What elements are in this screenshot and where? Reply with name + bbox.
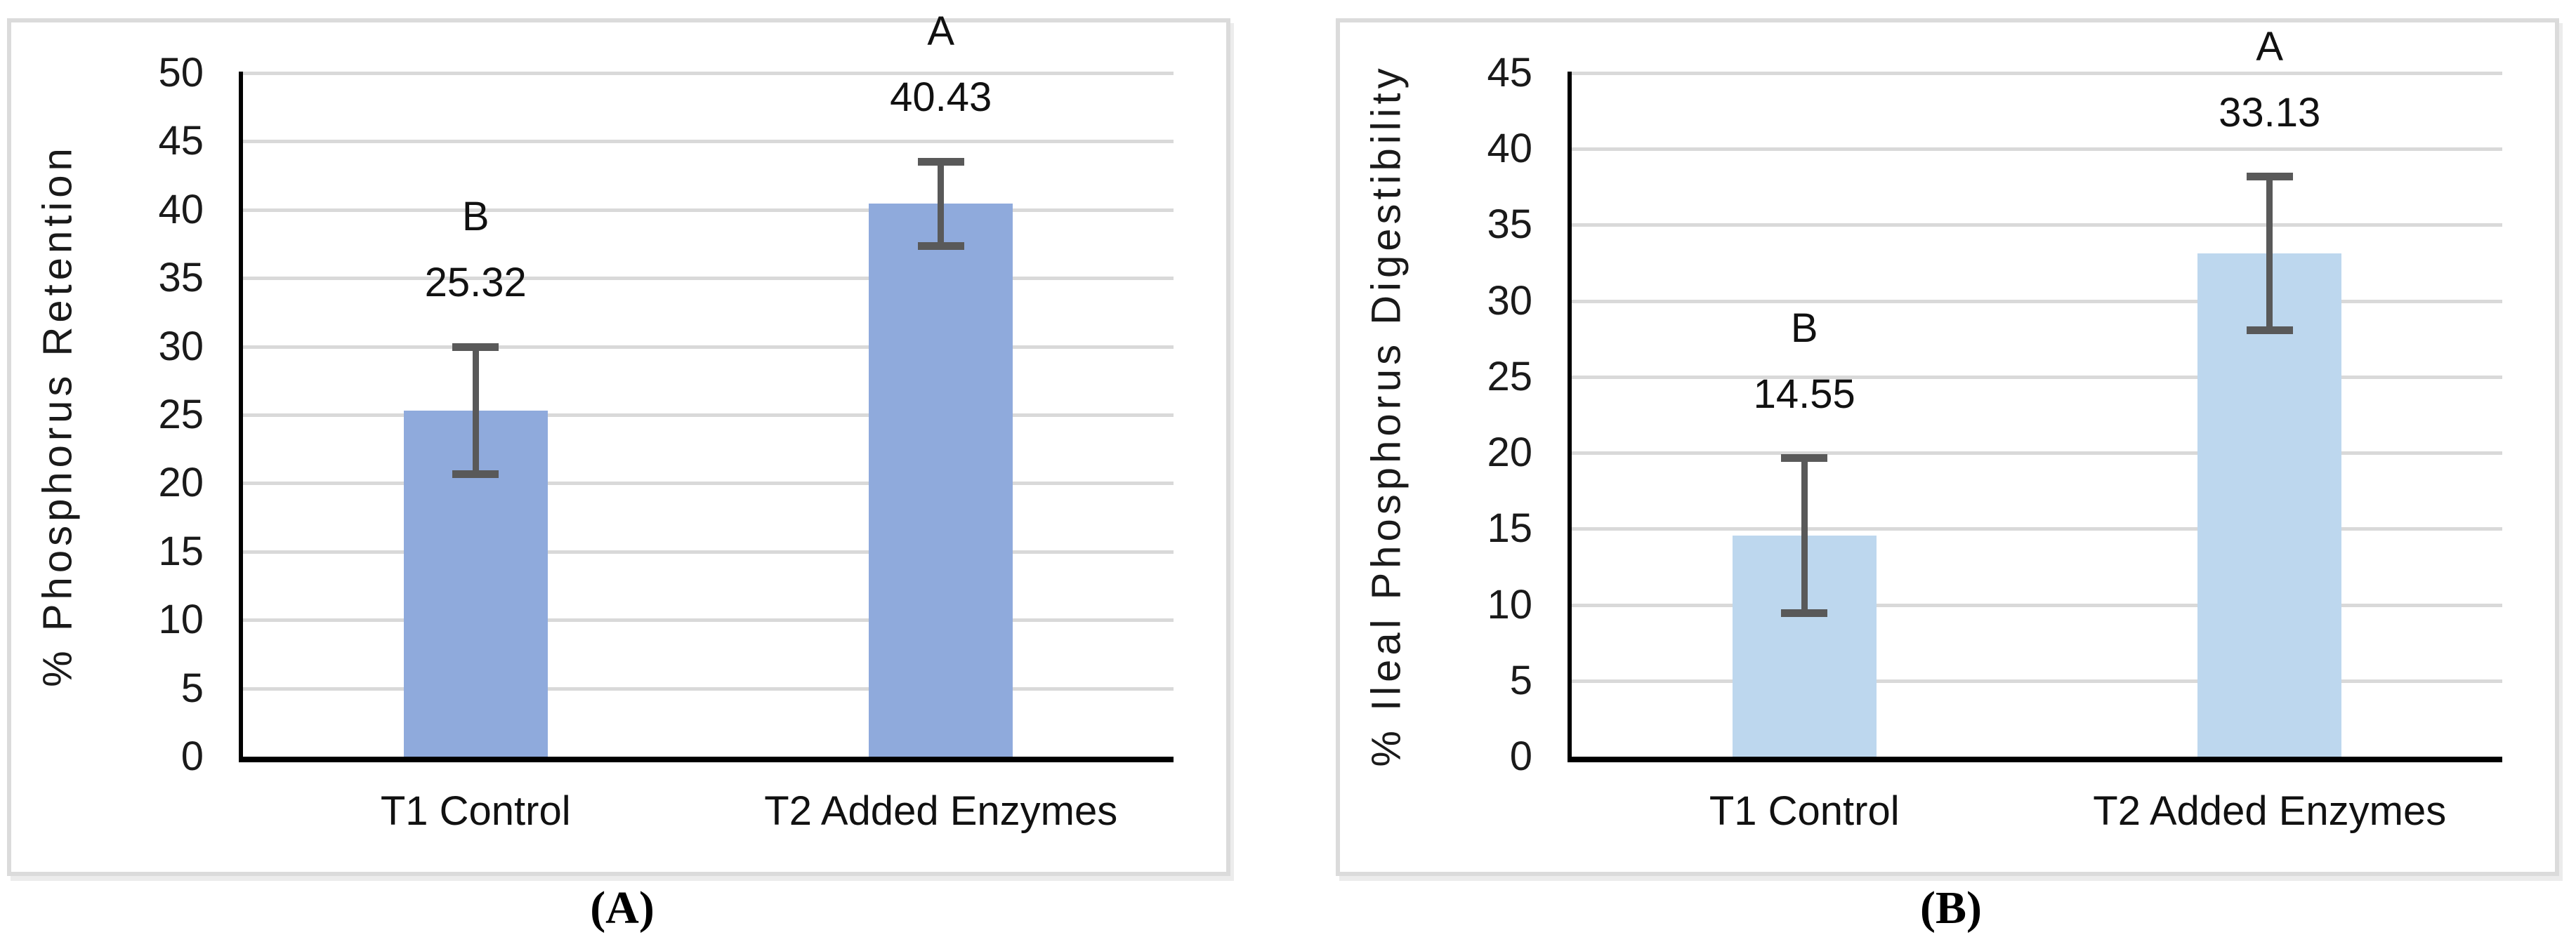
- category-label: T1 Control: [380, 788, 571, 834]
- error-bar-cap-top: [2246, 173, 2293, 181]
- error-bar-line: [472, 347, 479, 474]
- y-tick-label-25: 25: [158, 392, 204, 437]
- bar-t2-added-enzymes: [2197, 253, 2342, 757]
- y-tick-label-5: 5: [180, 665, 204, 711]
- gridline-20: [243, 482, 1174, 486]
- gridline-15: [1572, 527, 2502, 531]
- category-label: T1 Control: [1709, 788, 1900, 834]
- error-bar-line: [2266, 176, 2273, 331]
- value-label: A 40.43: [794, 0, 1089, 131]
- y-tick-label-25: 25: [1487, 353, 1532, 399]
- gridline-40: [1572, 147, 2502, 152]
- value-label: B 14.55: [1657, 296, 1952, 427]
- gridline-15: [243, 550, 1174, 554]
- category-label: T2 Added Enzymes: [2093, 788, 2447, 834]
- y-tick-label-30: 30: [1487, 277, 1532, 324]
- chart-panel-a: % Phosphorus Retention 0 5 10 15 20 25 30 35 40 4…: [7, 8, 1230, 876]
- y-tick-label-15: 15: [1487, 505, 1532, 552]
- error-bar-cap-top: [917, 157, 964, 166]
- gridline-45: [1572, 72, 2502, 75]
- gridline-30: [1572, 299, 2502, 303]
- error-bar-cap-top: [452, 343, 499, 351]
- y-tick-label-40: 40: [1487, 126, 1532, 172]
- category-label: T2 Added Enzymes: [764, 788, 1118, 834]
- significance-letter: A: [927, 8, 955, 55]
- gridline-5: [243, 686, 1174, 691]
- significance-letter: A: [2256, 23, 2284, 69]
- value-label: B 25.32: [328, 184, 623, 316]
- y-tick-label-50: 50: [158, 50, 204, 95]
- plot-area-a: 0 5 10 15 20 25 30 35 40 45 50 B 25.32 T1 Control A 40.…: [11, 8, 1226, 872]
- chart-panel-b: % Ileal Phosphorus Digestibility 0 5 10 15 2…: [1336, 18, 2559, 876]
- panel-caption-a: (A): [590, 882, 655, 934]
- y-tick-label-45: 45: [1487, 50, 1532, 95]
- significance-letter: B: [1790, 305, 1818, 351]
- y-tick-label-10: 10: [1487, 581, 1532, 628]
- y-tick-label-20: 20: [1487, 430, 1532, 476]
- error-bar-cap-bottom: [452, 470, 499, 478]
- y-axis-line: [1568, 72, 1572, 758]
- y-tick-label-20: 20: [158, 460, 204, 506]
- gridline-10: [243, 618, 1174, 623]
- bar-value: 14.55: [1753, 371, 1855, 417]
- panel-caption-b: (B): [1920, 882, 1982, 934]
- plot-area-b: 0 5 10 15 20 25 30 35 40 45 B 14.55 T1 Control A 33.13…: [1340, 22, 2555, 872]
- gridline-40: [243, 208, 1174, 212]
- bar-t2-added-enzymes: [869, 204, 1013, 757]
- error-bar-line: [938, 161, 945, 246]
- bar-value: 33.13: [2219, 89, 2321, 135]
- y-tick-label-10: 10: [158, 597, 204, 643]
- y-tick-label-35: 35: [1487, 201, 1532, 248]
- gridline-35: [1572, 223, 2502, 227]
- gridline-50: [243, 72, 1174, 75]
- gridline-25: [243, 413, 1174, 417]
- gridline-30: [243, 345, 1174, 349]
- error-bar-line: [1801, 458, 1808, 613]
- y-tick-label-40: 40: [158, 186, 204, 232]
- y-tick-label-45: 45: [158, 118, 204, 164]
- y-tick-label-0: 0: [180, 734, 204, 779]
- significance-letter: B: [461, 194, 489, 240]
- gridline-25: [1572, 375, 2502, 379]
- gridline-20: [1572, 451, 2502, 456]
- value-label: A 33.13: [2122, 14, 2417, 146]
- y-tick-label-15: 15: [158, 528, 204, 574]
- gridline-5: [1572, 679, 2502, 683]
- y-tick-label-5: 5: [1509, 657, 1532, 703]
- y-tick-label-35: 35: [158, 255, 204, 301]
- gridline-45: [243, 140, 1174, 144]
- error-bar-cap-bottom: [1781, 609, 1828, 617]
- y-tick-label-0: 0: [1509, 734, 1532, 779]
- error-bar-cap-top: [1781, 454, 1828, 463]
- y-axis-line: [239, 72, 243, 758]
- gridline-35: [243, 277, 1174, 281]
- y-tick-label-30: 30: [158, 323, 204, 369]
- bar-value: 40.43: [890, 74, 992, 121]
- gridline-10: [1572, 603, 2502, 607]
- bar-value: 25.32: [424, 260, 527, 306]
- x-axis-line: [1568, 757, 2502, 762]
- x-axis-line: [239, 757, 1174, 762]
- error-bar-cap-bottom: [2246, 326, 2293, 334]
- error-bar-cap-bottom: [917, 242, 964, 251]
